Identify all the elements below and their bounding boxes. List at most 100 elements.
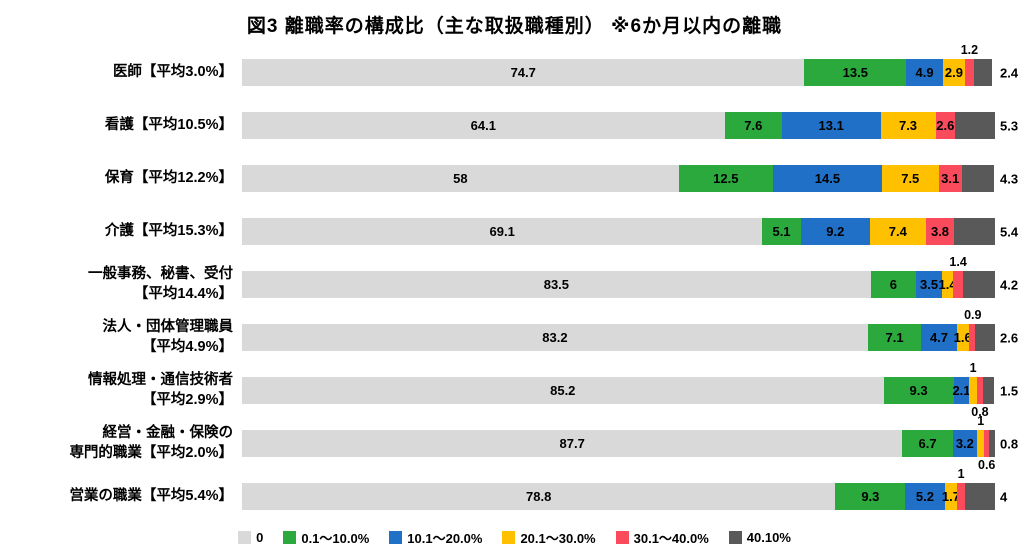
bar-segment <box>952 271 964 298</box>
legend-item: 20.1～30.0% <box>502 528 596 547</box>
category-label: 営業の職業【平均5.4%】 <box>69 487 233 504</box>
chart-row: 介護【平均15.3%】 69.1 5.1 9.2 7.4 3.8 5.4 <box>0 205 1029 258</box>
bar-segment: 1.4 <box>939 271 957 298</box>
bar-segment: 9.3 <box>883 377 954 404</box>
stacked-bar: 85.2 9.3 2.1 <box>242 377 995 404</box>
segment-value: 69.1 <box>489 224 515 239</box>
bar-segment: 83.2 <box>242 324 868 351</box>
bar-segment: 69.1 <box>242 218 763 245</box>
segment-value: 3.2 <box>955 436 974 451</box>
bar-segment <box>955 112 995 139</box>
chart-row: 営業の職業【平均5.4%】 78.8 9.3 5.2 1.7 1 4 <box>0 467 1029 523</box>
bar-track: 83.2 7.1 4.7 1.6 0.9 2.6 <box>242 309 1018 351</box>
stacked-bar: 64.1 7.6 13.1 7.3 2.6 <box>242 112 995 139</box>
segment-value: 7.1 <box>885 330 904 345</box>
category-label: 介護【平均15.3%】 <box>104 222 233 239</box>
bar-segment <box>964 483 995 510</box>
segment-value: 87.7 <box>559 436 585 451</box>
bar-segment: 58 <box>242 165 679 192</box>
segment-value-below: 0.6 <box>978 457 996 472</box>
bar-segment: 7.1 <box>867 324 922 351</box>
bar-segment: 64.1 <box>242 112 725 139</box>
category-label: 医師【平均3.0%】 <box>112 63 233 80</box>
bar-segment: 74.7 <box>242 59 805 86</box>
bar-segment <box>982 377 995 404</box>
segment-value-right: 4.3 <box>1000 171 1019 186</box>
bar-segment: 2.9 <box>943 59 965 86</box>
bar-segment: 13.5 <box>804 59 907 86</box>
bar-segment <box>988 430 995 457</box>
legend-item: 0.1～10.0% <box>283 528 369 547</box>
segment-value-right: 4 <box>1000 489 1008 504</box>
segment-value: 2.6 <box>936 118 955 133</box>
segment-value: 13.5 <box>842 65 868 80</box>
segment-value-above: 1 <box>957 467 965 481</box>
segment-value: 5.2 <box>915 489 934 504</box>
segment-value: 4.9 <box>915 65 934 80</box>
bar-segment: 2.1 <box>952 377 971 404</box>
segment-value: 9.3 <box>909 383 928 398</box>
legend-label: 0.1～10.0% <box>301 531 370 546</box>
bar-segment: 83.5 <box>242 271 871 298</box>
legend-label: 40.10% <box>746 530 791 545</box>
segment-value-right: 2.6 <box>1000 330 1019 345</box>
legend-item: 30.1～40.0% <box>615 528 709 547</box>
category-label: 一般事務、秘書、受付 【平均14.4%】 <box>88 265 233 302</box>
segment-value: 85.2 <box>550 383 576 398</box>
bar-segment <box>961 165 995 192</box>
bar-track: 64.1 7.6 13.1 7.3 2.6 5.3 <box>242 112 1018 139</box>
stacked-bar: 83.5 6 3.5 1.4 <box>242 271 995 298</box>
chart-row: 法人・団体管理職員 【平均4.9%】 83.2 7.1 4.7 1.6 0.9 2.6 <box>0 309 1029 364</box>
legend-item: 10.1～20.0% <box>389 528 482 547</box>
segment-value-right: 4.2 <box>1000 277 1019 292</box>
legend: 0 0.1～10.0% 10.1～20.0% 20.1～30.0% 30.1～40.0%… <box>0 528 1029 547</box>
bar-track: 87.7 6.7 3.2 1 0.6 0.8 <box>242 415 1018 471</box>
stacked-bar: 58 12.5 14.5 7.5 3.1 <box>242 165 995 192</box>
segment-value: 3.8 <box>930 224 950 239</box>
legend-swatch <box>615 531 629 544</box>
segment-value-above: 1.2 <box>960 43 979 57</box>
category-label: 法人・団体管理職員 【平均4.9%】 <box>102 318 234 355</box>
bar-segment <box>954 218 995 245</box>
bar-segment <box>963 271 995 298</box>
segment-value: 78.8 <box>526 489 552 504</box>
bar-segment: 7.5 <box>882 165 939 192</box>
bar-segment: 7.6 <box>724 112 782 139</box>
segment-value: 74.7 <box>510 65 536 80</box>
bar-segment: 78.8 <box>242 483 836 510</box>
legend-label: 0 <box>256 530 264 545</box>
segment-value: 7.6 <box>744 118 763 133</box>
chart-rows: 医師【平均3.0%】 74.7 13.5 4.9 2.9 1.2 2.4 看護【平均10.5%… <box>0 44 1029 523</box>
chart-row: 経営・金融・保険の 専門的職業【平均2.0%】 87.7 6.7 3.2 1 0.6 0.8 <box>0 415 1029 471</box>
chart-row: 看護【平均10.5%】 64.1 7.6 13.1 7.3 2.6 5.3 <box>0 99 1029 152</box>
legend-item: 0 <box>238 530 263 545</box>
bar-track: 69.1 5.1 9.2 7.4 3.8 5.4 <box>242 218 1018 245</box>
segment-value: 83.5 <box>543 277 570 292</box>
bar-segment: 3.5 <box>915 271 943 298</box>
bar-track: 58 12.5 14.5 7.5 3.1 4.3 <box>242 165 1018 192</box>
bar-segment <box>976 430 985 457</box>
segment-value: 5.1 <box>772 224 791 239</box>
segment-value: 2.1 <box>952 383 971 398</box>
segment-value-right: 1.5 <box>1000 383 1019 398</box>
bar-segment: 85.2 <box>242 377 884 404</box>
bar-segment: 5.2 <box>905 483 945 510</box>
segment-value-above: 1 <box>969 361 977 375</box>
chart-row: 一般事務、秘書、受付 【平均14.4%】 83.5 6 3.5 1.4 1.4 4.2 <box>0 256 1029 311</box>
segment-value-right: 5.3 <box>1000 118 1019 133</box>
bar-segment: 9.2 <box>800 218 870 245</box>
segment-value: 3.5 <box>920 277 939 292</box>
bar-segment: 12.5 <box>678 165 773 192</box>
bar-segment: 1.6 <box>954 324 972 351</box>
segment-value-below: 0.8 <box>971 404 989 419</box>
segment-value-above: 1 <box>977 414 985 428</box>
bar-segment: 3.8 <box>925 218 955 245</box>
bar-track: 74.7 13.5 4.9 2.9 1.2 2.4 <box>242 44 1018 86</box>
bar-segment: 7.4 <box>869 218 926 245</box>
bar-segment: 4.9 <box>906 59 944 86</box>
segment-value: 7.4 <box>888 224 907 239</box>
segment-value: 13.1 <box>818 118 844 133</box>
category-label: 看護【平均10.5%】 <box>104 116 233 133</box>
bar-segment <box>957 483 965 510</box>
